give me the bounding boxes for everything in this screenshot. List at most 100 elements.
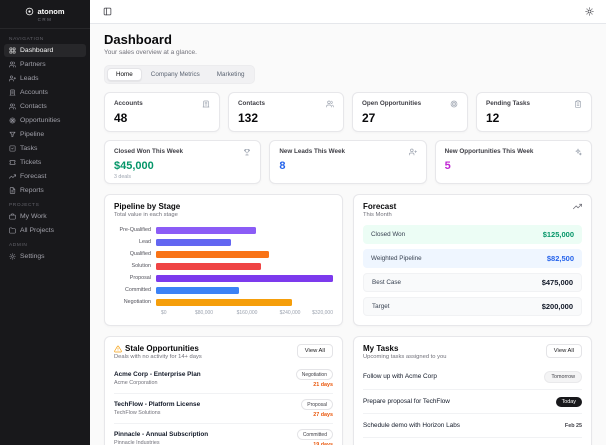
new-leads-this-week-card: New Leads This Week 8 <box>269 140 427 184</box>
bottom-row: Stale Opportunities Deals with no activi… <box>104 336 592 445</box>
task-list-item[interactable]: Review contract terms - Pinnacle Feb 27 <box>363 437 582 445</box>
forecast-label: Weighted Pipeline <box>371 255 422 262</box>
bar-pre-qualified <box>156 226 256 234</box>
task-list-item[interactable]: Prepare proposal for TechFlow Today <box>363 389 582 413</box>
sidebar-item-label: Reports <box>20 187 44 194</box>
sidebar-item-dashboard[interactable]: Dashboard <box>4 44 86 57</box>
stale-card-subtitle: Deals with no activity for 14+ days <box>114 354 202 360</box>
settings-icon <box>9 253 16 260</box>
stale-list: Acme Corp - Enterprise Plan Acme Corpora… <box>114 364 333 445</box>
sidebar-item-label: Partners <box>20 61 46 68</box>
charts-row: Pipeline by Stage Total value in each st… <box>104 194 592 326</box>
users-icon <box>326 100 334 108</box>
tasks-card-subtitle: Upcoming tasks assigned to you <box>363 354 447 360</box>
warning-icon <box>114 345 122 353</box>
sidebar-item-label: Leads <box>20 75 39 82</box>
tab-marketing[interactable]: Marketing <box>209 68 253 81</box>
sidebar-item-all-projects[interactable]: All Projects <box>4 224 86 237</box>
stat-value: $45,000 <box>114 160 154 172</box>
forecast-value: $125,000 <box>542 230 574 239</box>
building-icon <box>202 100 210 108</box>
sidebar-item-accounts[interactable]: Accounts <box>4 86 86 99</box>
days-stale: 27 days <box>313 412 333 418</box>
stat-label: New Opportunities This Week <box>444 148 534 155</box>
sidebar-item-label: Tickets <box>20 159 42 166</box>
stat-card-open-opportunities: Open Opportunities 27 <box>352 92 468 132</box>
bar-track <box>156 262 333 270</box>
bar-solution <box>156 262 262 270</box>
panel-left-icon <box>103 7 112 16</box>
clipboard-icon <box>574 100 582 108</box>
forecast-value: $200,000 <box>541 302 573 311</box>
partners-icon <box>9 61 16 68</box>
tab-company-metrics[interactable]: Company Metrics <box>143 68 208 81</box>
sidebar-item-label: Settings <box>20 253 45 260</box>
sidebar-item-tasks[interactable]: Tasks <box>4 142 86 155</box>
opportunity-name: Pinnacle - Annual Subscription <box>114 431 209 439</box>
bar-lead <box>156 238 231 246</box>
tab-home[interactable]: Home <box>107 68 142 81</box>
stage-badge: Negotiation <box>295 369 333 380</box>
sidebar-toggle-button[interactable] <box>100 5 114 19</box>
stale-view-all-button[interactable]: View All <box>296 344 333 358</box>
stage-badge: Proposal <box>301 399 333 410</box>
stat-value: 12 <box>486 111 500 125</box>
x-tick: $240,000 <box>279 310 301 316</box>
pipeline-card-subtitle: Total value in each stage <box>114 212 178 218</box>
opportunities-icon <box>9 117 16 124</box>
leads-icon <box>9 75 16 82</box>
bar-label: Committed <box>124 287 151 293</box>
pipeline-bar-chart: Pre-Qualified Lead Qualified Solution Pr… <box>114 224 333 308</box>
forecast-label: Best Case <box>372 279 402 286</box>
user-plus-icon <box>408 148 417 156</box>
tasks-icon <box>9 145 16 152</box>
stale-list-item[interactable]: TechFlow - Platform License TechFlow Sol… <box>114 393 333 423</box>
forecast-value: $82,500 <box>546 254 574 263</box>
forecast-icon <box>9 173 16 180</box>
sidebar-item-label: Accounts <box>20 89 48 96</box>
sidebar-item-label: All Projects <box>20 227 54 234</box>
all-projects-icon <box>9 227 16 234</box>
pipeline-card-title: Pipeline by Stage <box>114 202 181 211</box>
sparkles-icon <box>574 148 582 156</box>
reports-icon <box>9 187 16 194</box>
forecast-rows: Closed Won $125,000 Weighted Pipeline $8… <box>363 225 582 316</box>
sidebar-item-forecast[interactable]: Forecast <box>4 170 86 183</box>
forecast-card-title: Forecast <box>363 202 397 211</box>
theme-toggle-button[interactable] <box>582 5 596 19</box>
x-tick: $80,000 <box>194 310 214 316</box>
task-list-item[interactable]: Schedule demo with Horizon Labs Feb 25 <box>363 413 582 437</box>
stat-label: Contacts <box>238 100 265 107</box>
sidebar-item-partners[interactable]: Partners <box>4 58 86 71</box>
logo-icon <box>25 7 34 16</box>
pipeline-by-stage-card: Pipeline by Stage Total value in each st… <box>104 194 343 326</box>
task-title: Schedule demo with Horizon Labs <box>363 422 460 429</box>
sidebar-item-settings[interactable]: Settings <box>4 250 86 263</box>
stale-list-item[interactable]: Pinnacle - Annual Subscription Pinnacle … <box>114 423 333 445</box>
task-list-item[interactable]: Follow up with Acme Corp Tomorrow <box>363 364 582 389</box>
bar-label: Negotiation <box>123 299 151 305</box>
sidebar-item-my-work[interactable]: My Work <box>4 210 86 223</box>
sidebar-item-leads[interactable]: Leads <box>4 72 86 85</box>
bar-label: Lead <box>139 239 151 245</box>
forecast-label: Target <box>372 303 390 310</box>
stat-value: 48 <box>114 111 128 125</box>
bar-track <box>156 238 333 246</box>
sidebar-item-opportunities[interactable]: Opportunities <box>4 114 86 127</box>
bar-proposal <box>156 274 333 282</box>
sidebar-item-reports[interactable]: Reports <box>4 184 86 197</box>
closed-won-this-week-card: Closed Won This Week $45,000 3 deals <box>104 140 262 184</box>
opportunity-company: Acme Corporation <box>114 379 158 386</box>
sidebar-item-pipeline[interactable]: Pipeline <box>4 128 86 141</box>
tasks-list: Follow up with Acme Corp Tomorrow Prepar… <box>363 364 582 445</box>
stat-card-accounts: Accounts 48 <box>104 92 220 132</box>
tickets-icon <box>9 159 16 166</box>
forecast-card: Forecast This Month Closed Won $125,000 … <box>353 194 592 326</box>
tasks-view-all-button[interactable]: View All <box>545 344 582 358</box>
bar-label: Solution <box>131 263 151 269</box>
stat-subtext: 3 deals <box>114 174 132 181</box>
sidebar-item-contacts[interactable]: Contacts <box>4 100 86 113</box>
sidebar-item-tickets[interactable]: Tickets <box>4 156 86 169</box>
stale-list-item[interactable]: Acme Corp - Enterprise Plan Acme Corpora… <box>114 364 333 393</box>
